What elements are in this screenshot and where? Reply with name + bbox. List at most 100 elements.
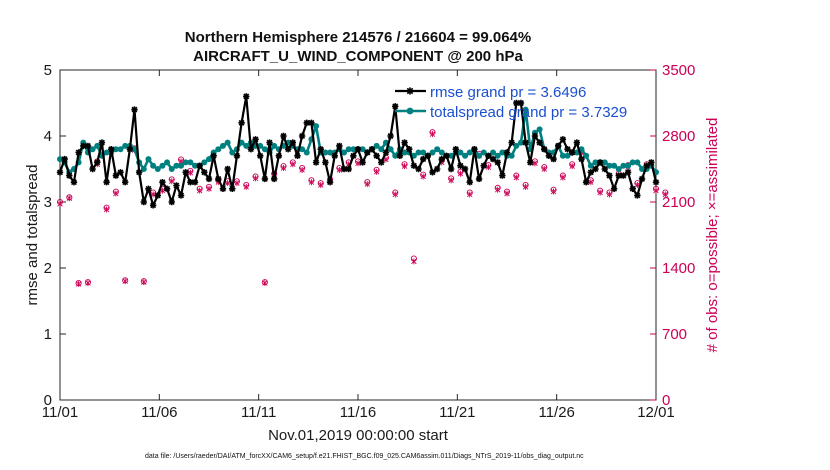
tick-marks <box>59 69 657 401</box>
rmse-point <box>620 172 627 179</box>
totalspread-point <box>592 159 599 166</box>
totalspread-point <box>215 146 222 153</box>
chart-title-line2: AIRCRAFT_U_WIND_COMPONENT @ 200 hPa <box>193 48 523 65</box>
rmse-point <box>503 149 511 156</box>
rmse-point <box>447 165 455 173</box>
totalspread-point <box>606 162 613 169</box>
obs-assimilated-marker <box>75 281 82 288</box>
rmse-point <box>573 139 581 146</box>
rmse-point <box>257 152 264 159</box>
rmse-point <box>308 119 315 126</box>
rmse-point <box>559 136 567 143</box>
totalspread-point <box>490 149 497 156</box>
y-right-tick-label: 1400 <box>662 260 695 277</box>
obs-assimilated-marker <box>187 169 194 176</box>
obs-assimilated-marker <box>113 190 119 197</box>
obs-assimilated-marker <box>280 165 287 172</box>
totalspread-point <box>625 162 632 169</box>
y-left-tick-label: 4 <box>44 128 52 145</box>
obs-assimilated-marker <box>550 188 557 195</box>
obs-assimilated-marker <box>364 181 371 188</box>
rmse-point <box>173 182 180 189</box>
rmse-point <box>587 169 595 176</box>
y-left-tick-label: 0 <box>44 392 52 409</box>
rmse-point <box>163 185 171 192</box>
rmse-point <box>578 155 585 163</box>
totalspread-point <box>480 149 487 156</box>
rmse-point <box>508 139 515 146</box>
rmse-point <box>89 165 96 173</box>
rmse-point <box>252 136 259 143</box>
x-tick-label: 11/01 <box>42 404 78 421</box>
totalspread-point <box>219 142 226 149</box>
rmse-point <box>266 139 273 146</box>
rmse-point <box>191 179 199 186</box>
totalspread-point <box>168 166 175 172</box>
totalspread-point <box>466 149 473 156</box>
totalspread-point <box>224 139 231 146</box>
rmse-point <box>364 149 371 156</box>
totalspread-point <box>522 106 529 113</box>
rmse-point <box>629 185 636 192</box>
totalspread-point <box>420 149 427 156</box>
totalspread-point <box>415 149 422 156</box>
rmse-point <box>103 179 110 186</box>
rmse-point <box>545 152 553 159</box>
rmse-point <box>475 175 483 183</box>
obs-assimilated-marker <box>196 187 203 194</box>
rmse-point <box>592 165 599 173</box>
x-tick-label: 11/26 <box>538 404 574 421</box>
totalspread-point <box>150 162 157 169</box>
totalspread-point <box>154 166 161 172</box>
rmse-point <box>168 198 175 206</box>
rmse-point <box>433 165 441 173</box>
rmse-point <box>373 152 380 159</box>
x-tick-label: 12/01 <box>637 404 675 421</box>
obs-assimilated-marker <box>290 161 296 168</box>
rmse-point <box>410 162 418 169</box>
totalspread-point <box>359 146 366 153</box>
rmse-point <box>596 159 604 166</box>
totalspread-point <box>182 159 189 166</box>
rmse-point <box>280 132 287 140</box>
rmse-point <box>275 152 283 159</box>
rmse-point <box>336 142 343 150</box>
totalspread-point <box>117 146 124 153</box>
obs-assimilated-marker <box>141 279 147 286</box>
totalspread-point <box>494 152 501 159</box>
totalspread-point <box>303 149 310 156</box>
rmse-point <box>606 172 613 179</box>
rmse-point <box>396 152 404 159</box>
y-right-tick-label: 2800 <box>662 128 695 145</box>
rmse-point <box>219 185 227 192</box>
legend-rmse-marker <box>406 87 414 95</box>
totalspread-point <box>322 149 329 156</box>
rmse-point <box>350 152 357 159</box>
x-tick-label: 11/21 <box>439 404 475 421</box>
obs-assimilated-marker <box>513 174 520 181</box>
totalspread-point <box>350 146 357 153</box>
rmse-point <box>215 175 222 183</box>
totalspread-point <box>611 162 618 169</box>
rmse-point <box>522 139 529 146</box>
obs-assimilated-marker <box>318 182 324 189</box>
legend-totalspread-label: totalspread grand pr = 3.7329 <box>430 104 627 121</box>
y-axis-right-label: # of obs: o=possible; ×=assimilated <box>704 118 721 353</box>
totalspread-point <box>639 166 646 172</box>
totalspread-point <box>112 146 119 153</box>
totalspread-point <box>601 159 608 166</box>
rmse-point <box>359 159 366 166</box>
obs-assimilated-marker <box>392 191 398 198</box>
rmse-point <box>149 202 157 209</box>
totalspread-point <box>201 159 208 166</box>
rmse-point <box>340 165 348 173</box>
rmse-point <box>70 179 78 186</box>
totalspread-point <box>583 152 590 159</box>
obs-assimilated-marker <box>103 206 110 213</box>
totalspread-point <box>517 139 524 146</box>
obs-assimilated-marker <box>457 170 464 177</box>
rmse-point <box>634 192 641 199</box>
rmse-point <box>322 159 329 166</box>
obs-assimilated-marker <box>588 179 594 186</box>
rmse-point <box>66 172 73 179</box>
